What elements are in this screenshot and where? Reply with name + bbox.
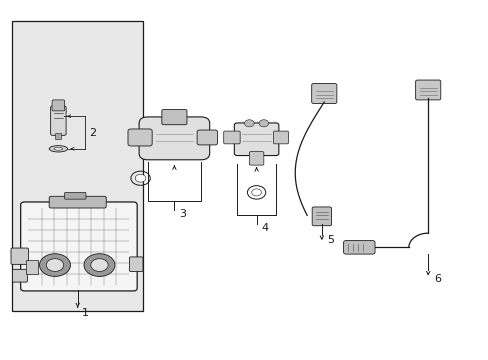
Text: 4: 4 (261, 223, 268, 233)
Circle shape (91, 259, 108, 271)
FancyBboxPatch shape (52, 100, 64, 111)
FancyBboxPatch shape (64, 192, 86, 199)
Circle shape (259, 120, 268, 127)
FancyBboxPatch shape (311, 84, 336, 103)
FancyBboxPatch shape (249, 152, 264, 165)
Text: 2: 2 (89, 127, 96, 138)
Circle shape (244, 120, 254, 127)
Text: 3: 3 (179, 209, 186, 219)
Bar (26, 260, 38, 274)
FancyBboxPatch shape (128, 129, 152, 146)
Ellipse shape (54, 147, 62, 150)
Text: 1: 1 (81, 308, 88, 318)
FancyBboxPatch shape (11, 248, 28, 264)
FancyBboxPatch shape (234, 123, 278, 156)
FancyBboxPatch shape (223, 131, 240, 144)
FancyBboxPatch shape (12, 269, 27, 282)
Bar (12, 21, 142, 311)
Bar (55, 133, 61, 139)
FancyBboxPatch shape (343, 240, 374, 254)
Circle shape (84, 254, 115, 276)
FancyBboxPatch shape (273, 131, 288, 144)
Ellipse shape (135, 174, 145, 182)
Circle shape (40, 254, 70, 276)
FancyBboxPatch shape (197, 130, 217, 145)
FancyBboxPatch shape (311, 207, 331, 226)
Circle shape (46, 259, 63, 271)
FancyBboxPatch shape (139, 117, 209, 160)
Text: 6: 6 (433, 274, 440, 284)
Ellipse shape (251, 189, 261, 196)
FancyBboxPatch shape (20, 202, 137, 291)
FancyBboxPatch shape (49, 196, 106, 208)
FancyBboxPatch shape (129, 257, 142, 271)
Text: 5: 5 (327, 235, 334, 245)
Ellipse shape (49, 145, 67, 152)
FancyBboxPatch shape (51, 106, 66, 135)
FancyBboxPatch shape (415, 80, 440, 100)
FancyBboxPatch shape (162, 109, 186, 125)
